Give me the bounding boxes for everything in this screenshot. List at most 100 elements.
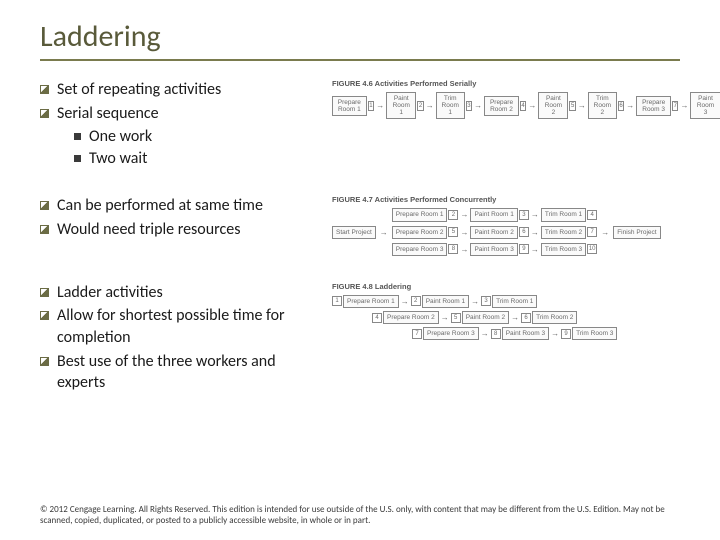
figure-1: FIGURE 4.6 Activities Performed Serially…: [332, 79, 720, 119]
bullet-text: Would need triple resources: [57, 219, 240, 241]
bullet: Can be performed at same time: [40, 195, 320, 217]
bullet-text: Best use of the three workers and expert…: [57, 351, 320, 394]
arrow-icon: →: [481, 329, 489, 338]
step-number: 4: [587, 210, 597, 220]
figure-caption: FIGURE 4.6 Activities Performed Serially: [332, 79, 720, 88]
activity-node: Prepare Room 2: [484, 96, 519, 116]
activity-node: Paint Room 1: [470, 208, 517, 221]
slide: Laddering Set of repeating activities Se…: [0, 0, 720, 540]
arrow-icon: →: [578, 101, 586, 110]
sub-bullet-icon: [74, 133, 81, 140]
activity-node: Trim Room 2: [532, 311, 577, 324]
bullet-icon: [40, 85, 49, 94]
figure-2: FIGURE 4.7 Activities Performed Concurre…: [332, 195, 692, 255]
bullet: Set of repeating activities: [40, 79, 320, 101]
step-number: 1: [368, 101, 374, 111]
step-number: 10: [587, 244, 597, 254]
step-number: 7: [587, 227, 597, 237]
bullet-icon: [40, 288, 49, 297]
step-number: 9: [561, 329, 571, 339]
arrow-icon: →: [426, 101, 434, 110]
arrow-icon: →: [401, 297, 409, 306]
sub-bullets: One work Two wait: [74, 126, 320, 169]
finish-node: Finish Project: [613, 226, 660, 239]
figure-3: FIGURE 4.8 Laddering 1Prepare Room 1→2Pa…: [332, 282, 692, 340]
copyright-footer: © 2012 Cengage Learning. All Rights Rese…: [40, 504, 692, 527]
page-title: Laddering: [40, 18, 692, 55]
step-number: 2: [411, 296, 421, 306]
step-number: 9: [519, 244, 529, 254]
step-number: 3: [466, 101, 472, 111]
activity-node: Prepare Room 1: [343, 295, 399, 308]
activity-node: Paint Room 2: [462, 311, 509, 324]
activity-node: Trim Room 2: [588, 92, 617, 119]
arrow-icon: →: [531, 245, 539, 254]
step-number: 6: [618, 101, 624, 111]
arrow-icon: →: [460, 245, 468, 254]
bullet-text: Serial sequence: [57, 103, 159, 125]
step-number: 5: [448, 227, 458, 237]
bullet-icon: [40, 357, 49, 366]
arrow-icon: →: [380, 228, 388, 237]
step-number: 8: [491, 329, 501, 339]
concurrent-row: Prepare Room 38→Paint Room 39→Trim Room …: [392, 243, 597, 256]
step-number: 1: [332, 296, 342, 306]
concurrent-rows: Prepare Room 12→Paint Room 13→Trim Room …: [392, 208, 597, 255]
arrow-icon: →: [531, 210, 539, 219]
sub-bullet: Two wait: [74, 148, 320, 170]
bullet-icon: [40, 311, 49, 320]
arrow-icon: →: [471, 297, 479, 306]
section-3: Ladder activities Allow for shortest pos…: [40, 282, 692, 396]
bullet: Allow for shortest possible time for com…: [40, 305, 320, 348]
start-node: Start Project: [332, 226, 376, 239]
bullet: Serial sequence: [40, 103, 320, 125]
arrow-icon: →: [680, 101, 688, 110]
step-number: 4: [520, 101, 526, 111]
bullet-text: Allow for shortest possible time for com…: [57, 305, 320, 348]
concurrent-diagram: Start Project → Prepare Room 12→Paint Ro…: [332, 208, 692, 255]
arrow-icon: →: [376, 101, 384, 110]
activity-node: Prepare Room 2: [392, 226, 448, 239]
activity-node: Prepare Room 1: [392, 208, 448, 221]
activity-node: Paint Room 2: [470, 226, 517, 239]
bullets-3: Ladder activities Allow for shortest pos…: [40, 282, 320, 396]
step-number: 5: [569, 101, 575, 111]
activity-node: Paint Room 3: [690, 92, 720, 119]
sub-bullet: One work: [74, 126, 320, 148]
step-number: 3: [481, 296, 491, 306]
activity-node: Prepare Room 2: [383, 311, 439, 324]
section-2: Can be performed at same time Would need…: [40, 195, 692, 255]
activity-node: Trim Room 1: [436, 92, 465, 119]
bullet-icon: [40, 201, 49, 210]
step-number: 6: [521, 313, 531, 323]
sub-bullet-icon: [74, 155, 81, 162]
figure-caption: FIGURE 4.8 Laddering: [332, 282, 692, 291]
figure-caption: FIGURE 4.7 Activities Performed Concurre…: [332, 195, 692, 204]
step-number: 6: [519, 227, 529, 237]
activity-node: Trim Room 3: [541, 243, 586, 256]
arrow-icon: →: [601, 228, 609, 237]
activity-node: Prepare Room 3: [636, 96, 671, 116]
activity-node: Paint Room 3: [470, 243, 517, 256]
step-number: 5: [451, 313, 461, 323]
step-number: 2: [417, 101, 423, 111]
activity-node: Paint Room 1: [386, 92, 416, 119]
bullet: Best use of the three workers and expert…: [40, 351, 320, 394]
arrow-icon: →: [528, 101, 536, 110]
activity-node: Trim Room 1: [541, 208, 586, 221]
bullet: Would need triple resources: [40, 219, 320, 241]
concurrent-row: Prepare Room 25→Paint Room 26→Trim Room …: [392, 226, 597, 239]
ladder-row: 4Prepare Room 2→5Paint Room 2→6Trim Room…: [372, 311, 692, 324]
bullets-1: Set of repeating activities Serial seque…: [40, 79, 320, 169]
step-number: 8: [448, 244, 458, 254]
activity-node: Prepare Room 3: [423, 327, 479, 340]
ladder-row: 7Prepare Room 3→8Paint Room 3→9Trim Room…: [412, 327, 692, 340]
step-number: 4: [372, 313, 382, 323]
arrow-icon: →: [441, 313, 449, 322]
arrow-icon: →: [626, 101, 634, 110]
title-underline: [40, 59, 680, 61]
bullet-text: Set of repeating activities: [57, 79, 221, 101]
step-number: 7: [672, 101, 678, 111]
step-number: 7: [412, 329, 422, 339]
bullet: Ladder activities: [40, 282, 320, 304]
